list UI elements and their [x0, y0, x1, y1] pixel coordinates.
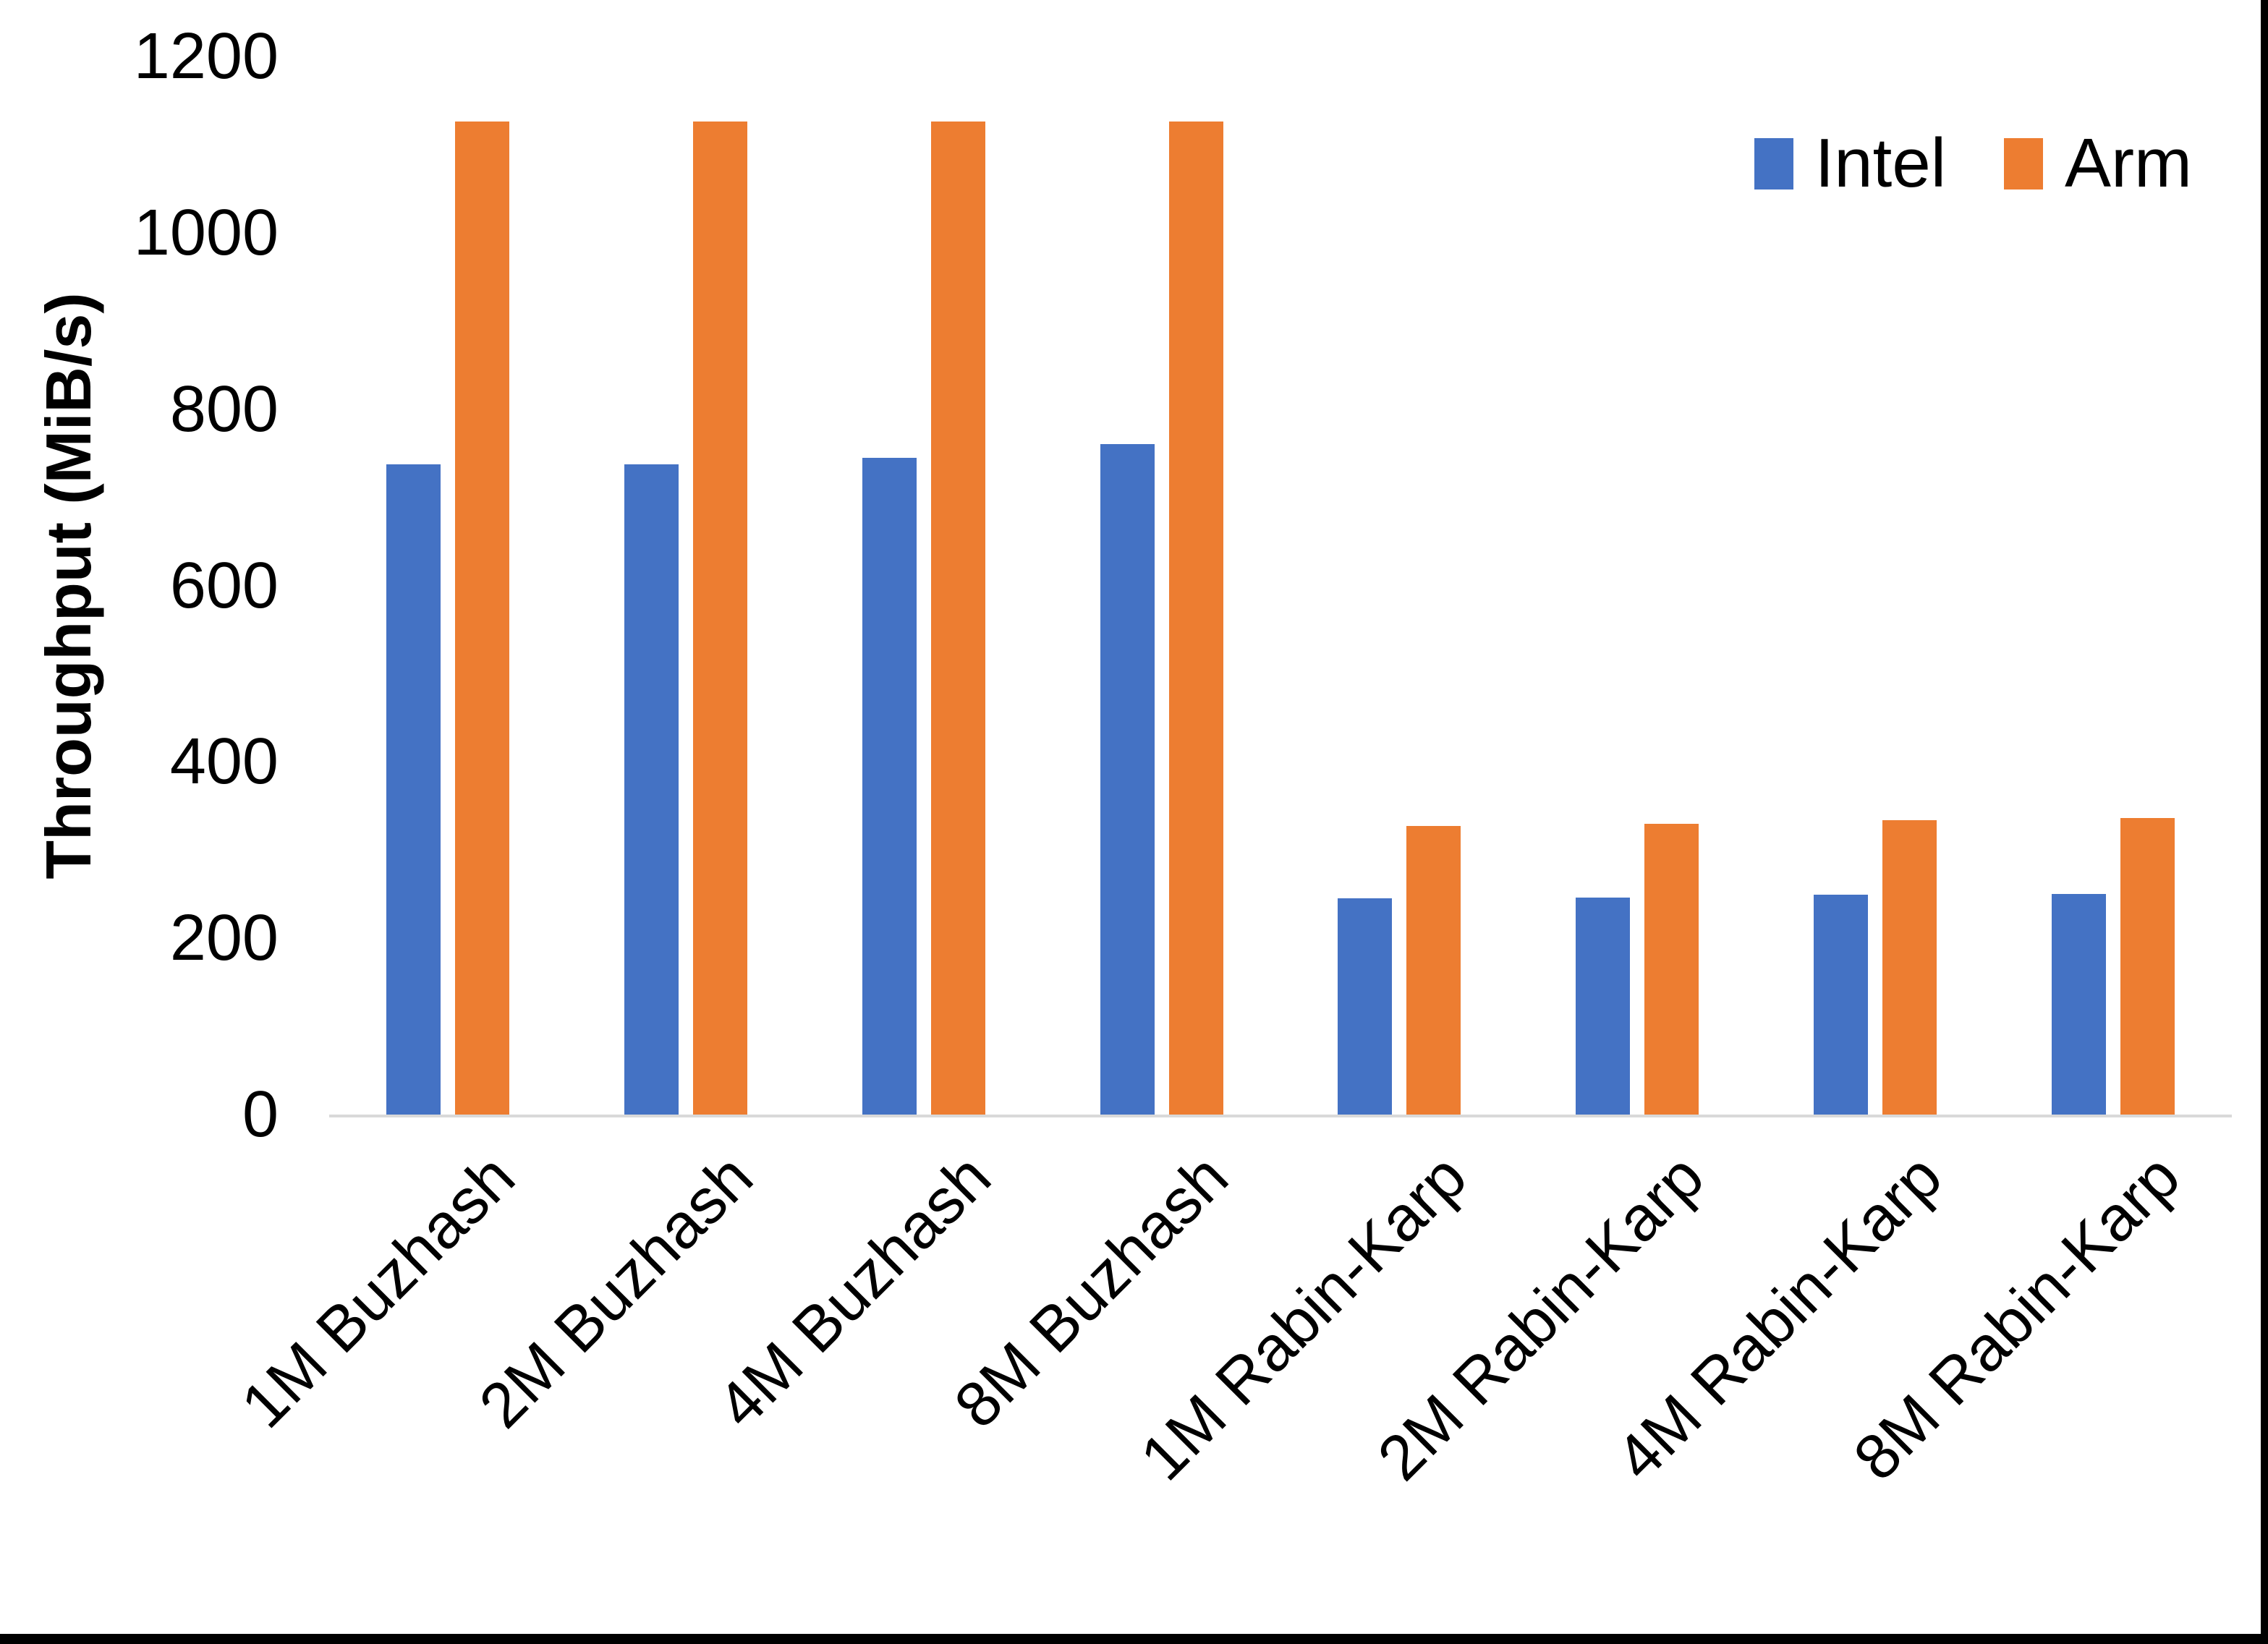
intel-bar — [1813, 895, 1868, 1115]
arm-bar — [693, 122, 748, 1115]
frame-bottom-edge — [0, 1634, 2268, 1644]
y-tick-label: 1000 — [133, 196, 279, 269]
intel-legend-swatch-icon — [1754, 137, 1793, 189]
intel-bar — [1338, 898, 1393, 1115]
intel-bar — [624, 464, 679, 1115]
y-tick-label: 0 — [242, 1078, 279, 1151]
intel-bar — [862, 457, 917, 1115]
y-tick-label: 1200 — [133, 20, 279, 93]
legend-entry-intel: Intel — [1754, 129, 1946, 198]
y-tick-label: 400 — [169, 725, 279, 798]
legend-entry-arm: Arm — [2004, 129, 2192, 198]
intel-bar — [2051, 894, 2106, 1115]
arm-bar — [1168, 122, 1223, 1115]
arm-legend-swatch-icon — [2004, 137, 2044, 189]
plot-area — [329, 56, 2232, 1117]
arm-bar — [1406, 826, 1461, 1115]
frame-right-edge — [2261, 0, 2268, 1644]
legend-label: Arm — [2065, 124, 2192, 202]
arm-bar — [455, 122, 510, 1115]
intel-bar — [1100, 444, 1155, 1115]
intel-bar — [1576, 898, 1631, 1115]
arm-bar — [2120, 818, 2175, 1115]
y-tick-label: 800 — [169, 372, 279, 446]
y-tick-label: 200 — [169, 902, 279, 975]
arm-bar — [930, 122, 985, 1115]
intel-bar — [386, 464, 441, 1115]
legend: Intel Arm — [1754, 129, 2192, 198]
y-tick-label: 600 — [169, 549, 279, 622]
legend-label: Intel — [1814, 124, 1947, 202]
arm-bar — [1644, 823, 1699, 1115]
arm-bar — [1882, 819, 1937, 1115]
